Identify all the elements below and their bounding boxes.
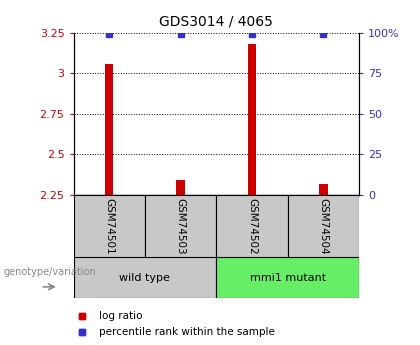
Bar	[248, 44, 256, 195]
Bar	[74, 195, 145, 257]
Title: GDS3014 / 4065: GDS3014 / 4065	[159, 15, 273, 29]
Text: mmi1 mutant: mmi1 mutant	[249, 273, 326, 283]
Bar	[319, 184, 328, 195]
Bar	[216, 257, 359, 298]
Text: genotype/variation: genotype/variation	[4, 267, 96, 276]
Bar	[145, 195, 216, 257]
Bar	[105, 63, 113, 195]
Bar	[216, 195, 288, 257]
Bar	[74, 257, 216, 298]
Text: GSM74504: GSM74504	[318, 198, 328, 254]
Bar	[176, 180, 185, 195]
Text: GSM74501: GSM74501	[104, 198, 114, 254]
Text: log ratio: log ratio	[99, 311, 142, 321]
Text: percentile rank within the sample: percentile rank within the sample	[99, 327, 275, 337]
Text: GSM74503: GSM74503	[176, 198, 186, 254]
Text: GSM74502: GSM74502	[247, 198, 257, 254]
Bar	[288, 195, 359, 257]
Text: wild type: wild type	[119, 273, 171, 283]
